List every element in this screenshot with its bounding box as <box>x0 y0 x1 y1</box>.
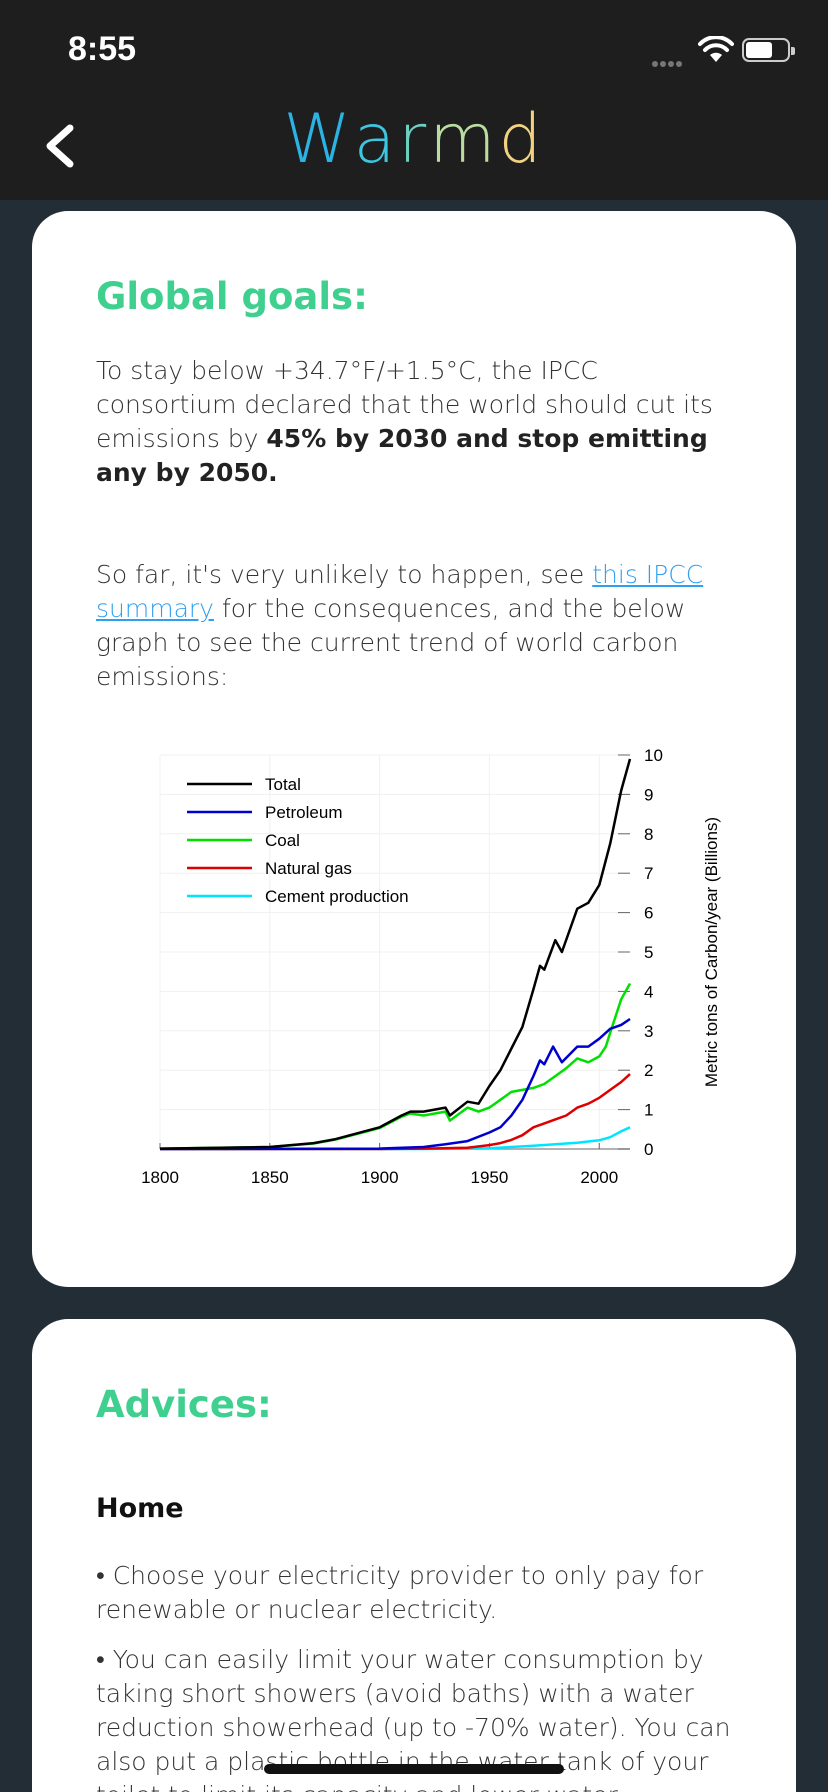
ipcc-summary-link[interactable]: this IPCC summary <box>96 560 704 623</box>
y-tick-label: 7 <box>644 864 653 883</box>
wifi-icon <box>698 36 734 62</box>
y-tick-label: 1 <box>644 1101 653 1120</box>
y-tick-label: 5 <box>644 943 653 962</box>
goals-text: To stay below +34.7°F/+1.5°C, the IPCC c… <box>96 356 713 453</box>
chevron-left-icon <box>46 124 74 168</box>
x-tick-label: 1900 <box>361 1168 399 1187</box>
app-title-letter: a <box>353 100 399 179</box>
app-title-letter: d <box>498 100 545 179</box>
advice-item: • You can easily limit your water consum… <box>96 1645 731 1792</box>
nav-bar: Warmd <box>0 92 828 200</box>
chart-svg: 1800 1850 1900 1950 2000 0 1 2 3 4 5 6 7 8 9 10 Metric t… <box>141 746 721 1187</box>
home-indicator <box>264 1764 564 1774</box>
legend-label: Natural gas <box>265 859 352 878</box>
y-tick-label: 9 <box>644 785 653 804</box>
series-line <box>159 1017 631 1151</box>
x-tick-label: 1850 <box>251 1168 289 1187</box>
y-tick-label: 3 <box>644 1022 653 1041</box>
x-tick-label: 1800 <box>141 1168 179 1187</box>
y-tick-label: 10 <box>644 746 663 765</box>
global-goals-card: Global goals: To stay below +34.7°F/+1.5… <box>32 211 796 1287</box>
y-tick-label: 6 <box>644 904 653 923</box>
y-axis-label: Metric tons of Carbon/year (Billions) <box>702 817 721 1087</box>
series-line <box>160 1073 631 1151</box>
y-tick-label: 2 <box>644 1061 653 1080</box>
advice-item: • Choose your electricity provider to on… <box>96 1561 704 1624</box>
advices-heading: Advices: <box>96 1383 272 1426</box>
status-time: 8:55 <box>68 30 137 68</box>
trend-text-end: for the consequences, and the below grap… <box>96 594 686 691</box>
x-tick-label: 1950 <box>471 1168 509 1187</box>
series-line <box>159 982 632 1150</box>
goals-bold-text: 45% by 2030 and stop emitting any by 205… <box>96 424 708 487</box>
legend-label: Petroleum <box>265 803 342 822</box>
trend-paragraph: So far, it's very unlikely to happen, se… <box>96 558 746 694</box>
status-bar: 8:55 <box>0 0 828 92</box>
app-title-letter: W <box>283 100 354 179</box>
back-button[interactable] <box>36 116 90 176</box>
legend-label: Coal <box>265 831 300 850</box>
carbon-emissions-chart: 1800 1850 1900 1950 2000 0 1 2 3 4 5 6 7 8 9 10 Metric t… <box>92 721 742 1191</box>
legend-label: Cement production <box>265 887 409 906</box>
series-line <box>159 758 632 1150</box>
goals-paragraph: To stay below +34.7°F/+1.5°C, the IPCC c… <box>96 354 746 490</box>
home-heading: Home <box>96 1493 184 1524</box>
y-tick-label: 0 <box>644 1140 653 1159</box>
advices-card: Advices: Home • Choose your electricity … <box>32 1319 796 1792</box>
global-goals-heading: Global goals: <box>96 275 368 318</box>
legend-label: Total <box>265 775 301 794</box>
x-tick-label: 2000 <box>580 1168 618 1187</box>
y-tick-label: 8 <box>644 825 653 844</box>
app-title-letter: r <box>398 100 430 179</box>
series-line <box>160 1126 631 1151</box>
app-title: Warmd <box>0 100 828 179</box>
app-title-letter: m <box>429 100 499 179</box>
battery-icon <box>742 38 795 62</box>
cellular-signal-icon <box>652 52 684 71</box>
trend-text-start: So far, it's very unlikely to happen, se… <box>96 560 593 589</box>
y-tick-label: 4 <box>644 982 653 1001</box>
